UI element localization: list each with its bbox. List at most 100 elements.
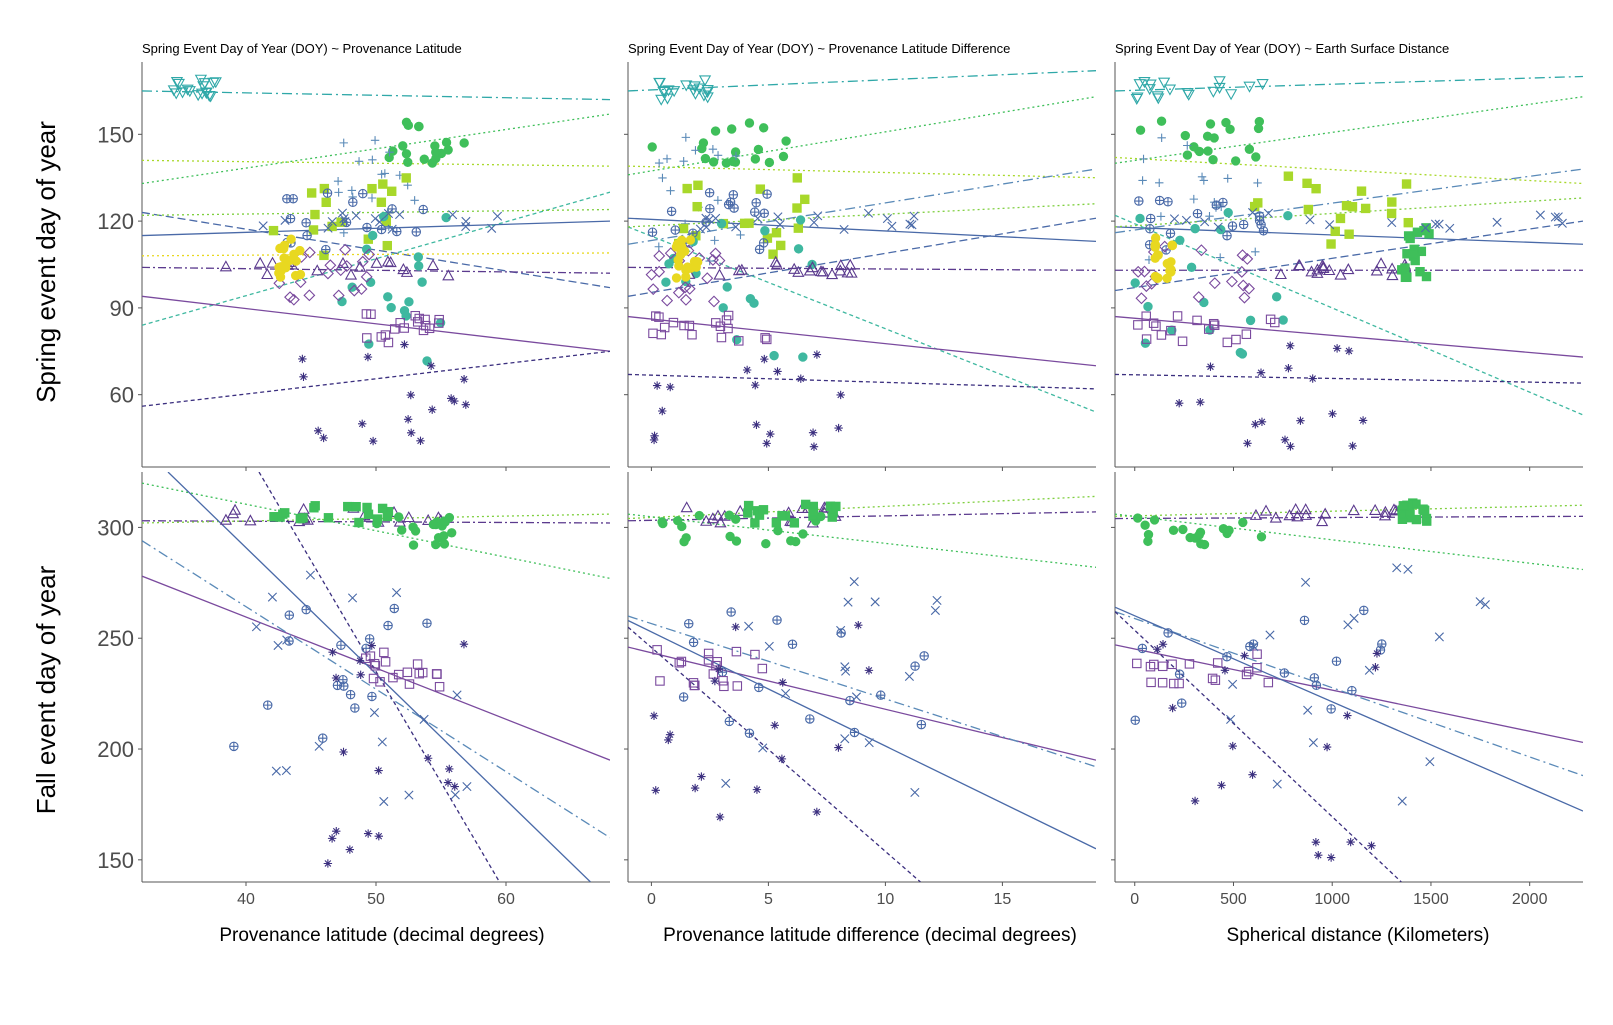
- trend-line: [142, 266, 610, 274]
- data-point: [685, 235, 696, 245]
- trend-line: [628, 511, 1096, 522]
- data-point: [1289, 503, 1302, 515]
- data-point: [404, 679, 415, 689]
- data-point: [1177, 336, 1188, 347]
- data-point: [745, 293, 756, 304]
- data-point: [364, 339, 374, 349]
- data-point: [354, 517, 364, 528]
- data-point: [671, 273, 682, 283]
- scatter-points: [645, 75, 919, 451]
- data-point: [198, 78, 211, 90]
- data-point: [1165, 228, 1176, 239]
- data-point: [459, 375, 469, 384]
- data-point: [1369, 503, 1382, 515]
- data-point: [262, 700, 273, 710]
- data-point: [668, 317, 679, 328]
- data-point: [431, 147, 441, 157]
- data-point: [1403, 564, 1413, 574]
- data-point: [339, 681, 349, 691]
- data-point: [678, 223, 689, 234]
- data-point: [365, 651, 376, 661]
- data-point: [1367, 841, 1376, 850]
- data-point: [679, 293, 692, 306]
- data-point: [428, 519, 439, 530]
- data-point: [1311, 183, 1321, 194]
- data-point: [1224, 89, 1238, 101]
- data-point: [1398, 501, 1409, 511]
- data-point: [664, 735, 673, 745]
- data-point: [388, 672, 398, 683]
- data-point: [370, 213, 380, 224]
- data-point: [365, 277, 376, 288]
- data-point: [778, 678, 787, 687]
- data-point: [666, 186, 675, 195]
- data-point: [706, 253, 719, 266]
- data-point: [319, 250, 329, 261]
- data-point: [652, 381, 662, 390]
- data-point: [1241, 669, 1252, 680]
- data-point: [374, 832, 383, 841]
- data-point: [383, 208, 394, 219]
- data-point: [1243, 282, 1255, 295]
- data-point: [1241, 329, 1252, 339]
- data-point: [1270, 317, 1280, 328]
- data-point: [875, 690, 886, 700]
- panel-title-latitude-difference: Spring Event Day of Year (DOY) ~ Provena…: [628, 41, 1010, 56]
- data-point: [731, 622, 740, 632]
- data-point: [809, 217, 819, 228]
- data-point: [314, 741, 324, 751]
- data-point: [1280, 435, 1290, 445]
- data-point: [1418, 504, 1428, 514]
- data-point: [367, 183, 377, 194]
- data-point: [766, 429, 775, 439]
- data-point: [1405, 233, 1415, 244]
- data-point: [695, 224, 706, 234]
- data-point: [1206, 362, 1215, 371]
- data-point: [355, 656, 365, 665]
- data-point: [743, 508, 753, 518]
- data-point: [731, 514, 741, 524]
- data-point: [383, 337, 394, 348]
- trend-line: [628, 513, 1096, 568]
- data-point: [688, 81, 701, 93]
- data-point: [795, 215, 806, 225]
- scatter-points: [1130, 76, 1567, 451]
- data-point: [1430, 219, 1441, 229]
- data-point: [492, 211, 503, 221]
- data-point: [653, 265, 666, 278]
- data-point: [854, 620, 863, 630]
- data-point: [385, 148, 394, 157]
- data-point: [345, 689, 356, 700]
- data-point: [792, 173, 802, 183]
- data-point: [375, 677, 385, 687]
- data-point: [368, 436, 378, 446]
- data-point: [647, 283, 660, 296]
- data-point: [1387, 217, 1397, 228]
- data-point: [442, 269, 455, 281]
- data-point: [683, 618, 694, 629]
- data-point: [1162, 258, 1173, 269]
- data-point: [219, 260, 233, 272]
- data-point: [397, 262, 410, 275]
- data-point: [368, 673, 379, 684]
- data-point: [1221, 117, 1231, 128]
- data-point: [849, 727, 860, 738]
- data-point: [1238, 517, 1248, 528]
- data-point: [705, 203, 715, 214]
- data-point: [285, 213, 296, 224]
- data-point: [1203, 146, 1213, 156]
- data-point: [367, 641, 376, 650]
- data-point: [724, 716, 735, 727]
- data-point: [1314, 851, 1323, 860]
- data-point: [1223, 207, 1233, 218]
- data-point: [332, 289, 345, 302]
- data-point: [1168, 703, 1177, 713]
- data-point: [1343, 711, 1352, 720]
- data-point: [1186, 262, 1197, 273]
- data-point: [268, 225, 279, 236]
- data-point: [793, 244, 804, 254]
- facet-r1-c1: 0 5 10 15: [624, 472, 1096, 908]
- data-point: [362, 222, 372, 233]
- data-point: [1192, 291, 1205, 304]
